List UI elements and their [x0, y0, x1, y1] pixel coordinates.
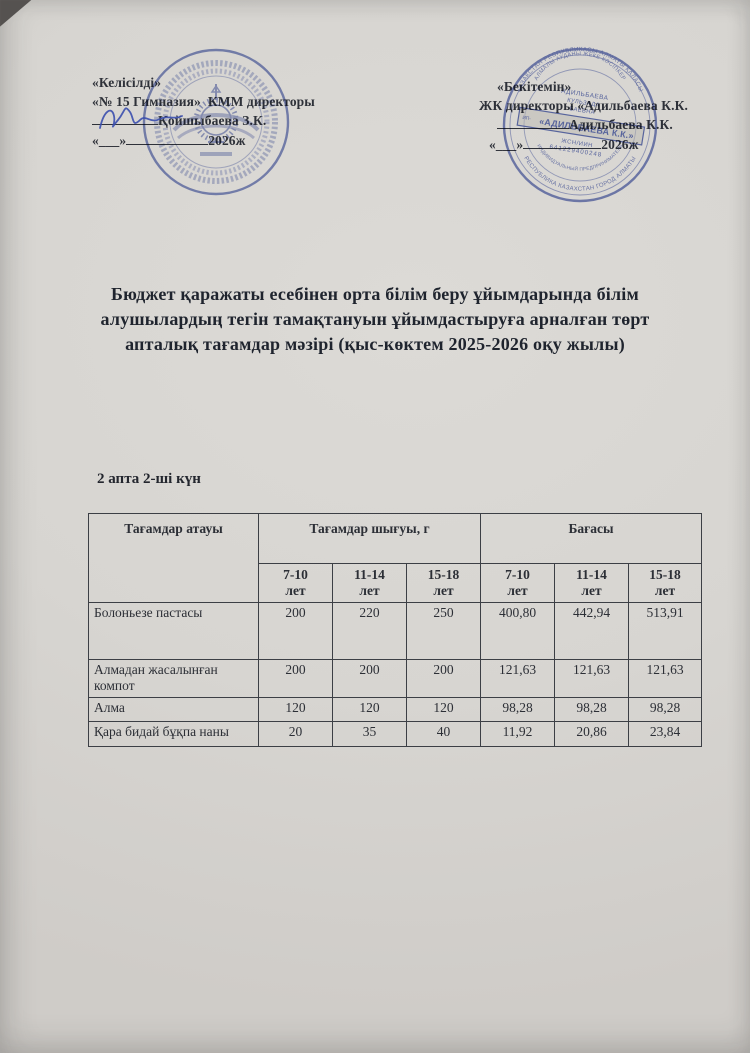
- dish-name: Алма: [88, 697, 259, 722]
- approval-left-date-prefix: «___»: [92, 132, 127, 148]
- approval-left-name: Қойшыбаева З.К.: [158, 113, 267, 128]
- age-unit: лет: [581, 583, 602, 598]
- table-row: Қара бидай бұқпа наны 20 35 40 11,92 20,…: [88, 721, 703, 747]
- age-header-p-15-18: 15-18 лет: [627, 563, 703, 603]
- age-range: 15-18: [427, 567, 460, 582]
- approval-right-approved-label: «Бекітемін»: [497, 79, 572, 94]
- approval-right-year: 2026ж: [601, 136, 639, 152]
- document-title: Бюджет қаражаты есебінен орта білім беру…: [60, 282, 690, 357]
- approval-left-agreed-label: «Келісілді»: [92, 75, 162, 90]
- weight-11-14: 120: [332, 697, 407, 722]
- title-line-3: апталық тағамдар мәзірі (қыс-көктем 2025…: [125, 334, 625, 354]
- table-group-header-row: Тағамдар атауы Тағамдар шығуы, г Бағасы: [88, 513, 703, 603]
- weight-15-18: 120: [406, 697, 481, 722]
- title-line-1: Бюджет қаражаты есебінен орта білім беру…: [111, 284, 639, 304]
- approval-left-signature-line: Қойшыбаева З.К.: [92, 111, 352, 131]
- price-15-18: 121,63: [627, 659, 703, 698]
- approval-right-signature-line: Адильбаева К.К.: [479, 115, 719, 135]
- weight-7-10: 200: [258, 659, 333, 698]
- age-unit: лет: [507, 583, 528, 598]
- weight-15-18: 40: [406, 721, 481, 747]
- age-header-w-15-18: 15-18 лет: [406, 563, 481, 603]
- weight-11-14: 35: [332, 721, 407, 747]
- weight-15-18: 200: [406, 659, 481, 698]
- table-row: Алма 120 120 120 98,28 98,28 98,28: [88, 697, 703, 722]
- age-range: 7-10: [283, 567, 308, 582]
- approval-right-date-prefix: «___»: [489, 136, 524, 152]
- price-11-14: 20,86: [554, 721, 629, 747]
- age-unit: лет: [654, 583, 676, 598]
- signature-line: [92, 111, 158, 125]
- weight-11-14: 220: [332, 602, 407, 660]
- menu-table: Тағамдар атауы Тағамдар шығуы, г Бағасы …: [88, 513, 703, 747]
- title-line-2: алушылардың тегін тамақтануын ұйымдастыр…: [100, 309, 650, 329]
- price-15-18: 23,84: [627, 721, 703, 747]
- stamp-rim-bottom-text: РЕСПУБЛИКА КАЗАХСТАН ГОРОД АЛМАТЫ: [522, 156, 637, 193]
- age-range: 11-14: [354, 567, 385, 582]
- column-header-price: Бағасы: [479, 513, 703, 564]
- age-unit: лет: [433, 583, 454, 598]
- age-header-p-7-10: 7-10 лет: [480, 563, 555, 603]
- weight-7-10: 20: [258, 721, 333, 747]
- weight-7-10: 120: [258, 697, 333, 722]
- column-header-dish-name: Тағамдар атауы: [88, 513, 259, 603]
- table-row: Болоньезе пастасы 200 220 250 400,80 442…: [88, 602, 703, 660]
- approval-left-year: 2026ж: [208, 132, 246, 148]
- dish-name: Қара бидай бұқпа наны: [88, 721, 259, 747]
- approval-left-director-line: «№ 15 Гимназия» КММ директоры: [92, 93, 315, 109]
- age-header-w-7-10: 7-10 лет: [258, 563, 333, 603]
- age-range: 11-14: [576, 567, 607, 582]
- signature-line: [497, 115, 569, 129]
- age-range: 7-10: [505, 567, 530, 582]
- weight-11-14: 200: [332, 659, 407, 698]
- price-7-10: 11,92: [480, 721, 555, 747]
- price-7-10: 400,80: [480, 602, 555, 660]
- price-7-10: 121,63: [480, 659, 555, 698]
- table-age-header-row: 7-10 лет 11-14 лет 15-18 лет 7-10 лет 11-14 л…: [89, 563, 703, 603]
- date-line: [126, 131, 209, 145]
- price-15-18: 513,91: [627, 602, 703, 660]
- price-11-14: 442,94: [554, 602, 629, 660]
- age-unit: лет: [359, 583, 380, 598]
- approval-right-date-line: «___» 2026ж: [479, 135, 719, 155]
- price-7-10: 98,28: [480, 697, 555, 722]
- price-11-14: 98,28: [554, 697, 629, 722]
- weight-7-10: 200: [258, 602, 333, 660]
- approval-left-date-line: «___» 2026ж: [92, 131, 352, 151]
- approval-block-right: «Бекітемін» ЖК директоры «Адильбаева К.К…: [479, 78, 719, 154]
- age-header-w-11-14: 11-14 лет: [332, 563, 407, 603]
- age-unit: лет: [285, 583, 306, 598]
- price-15-18: 98,28: [627, 697, 703, 722]
- page-corner-shadow: [0, 0, 36, 30]
- dish-name: Алмадан жасалынған компот: [88, 659, 259, 698]
- approval-right-name: Адильбаева К.К.: [569, 117, 673, 132]
- table-row: Алмадан жасалынған компот 200 200 200 12…: [88, 659, 703, 698]
- svg-text:РЕСПУБЛИКА КАЗАХСТАН ГОРОД АЛМ: РЕСПУБЛИКА КАЗАХСТАН ГОРОД АЛМАТЫ: [522, 156, 637, 193]
- approval-block-left: «Келісілді» «№ 15 Гимназия» КММ директор…: [92, 74, 352, 150]
- weight-15-18: 250: [406, 602, 481, 660]
- price-11-14: 121,63: [554, 659, 629, 698]
- approval-right-director-line: ЖК директоры «Адильбаева К.К.: [479, 97, 688, 113]
- week-day-subtitle: 2 апта 2-ші күн: [97, 471, 201, 487]
- column-header-output-grams: Тағамдар шығуы, г: [258, 513, 481, 564]
- age-header-p-11-14: 11-14 лет: [554, 563, 629, 603]
- age-range: 15-18: [649, 567, 681, 582]
- dish-name: Болоньезе пастасы: [88, 602, 259, 660]
- date-line: [523, 135, 602, 149]
